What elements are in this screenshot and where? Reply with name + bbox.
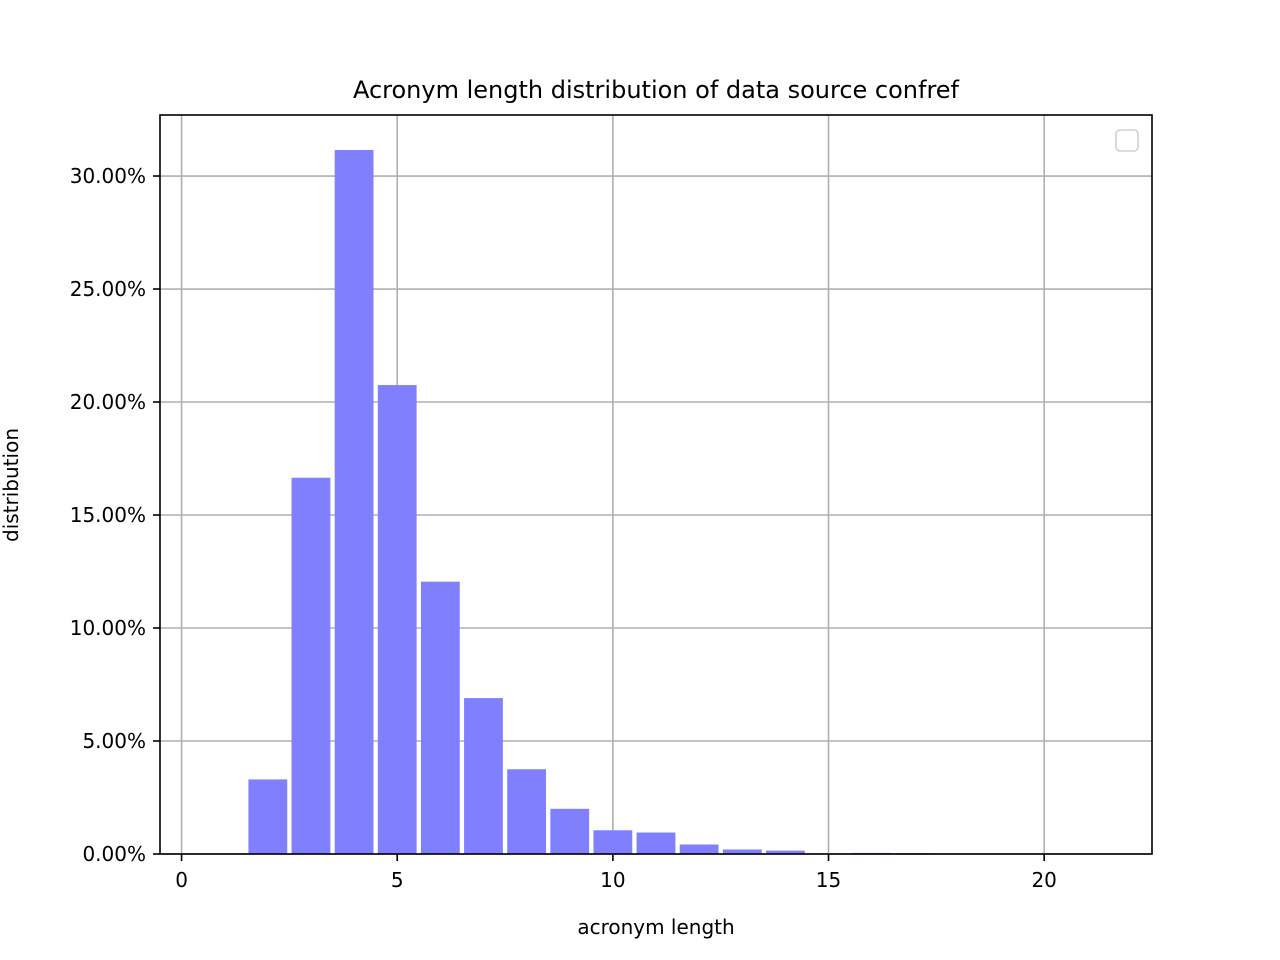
plot-frame (159, 114, 1153, 855)
y-tick-label: 20.00% (70, 390, 146, 414)
bar (765, 850, 805, 854)
y-tick-label: 10.00% (70, 616, 146, 640)
bar (248, 779, 288, 854)
bar (334, 150, 374, 854)
bar (507, 769, 547, 854)
y-tick-label: 25.00% (70, 277, 146, 301)
legend-box[interactable] (1115, 129, 1139, 152)
bar (420, 581, 460, 854)
y-tick-label: 5.00% (82, 729, 146, 753)
x-tick-label: 15 (816, 868, 841, 892)
chart-title: Acronym length distribution of data sour… (353, 76, 960, 104)
y-tick-label: 30.00% (70, 164, 146, 188)
x-axis: 0 5 10 15 20 (175, 854, 1057, 892)
y-tick-label: 0.00% (82, 842, 146, 866)
bar (722, 849, 762, 854)
bar (464, 698, 503, 854)
x-tick-label: 5 (391, 868, 404, 892)
x-tick-label: 10 (600, 868, 625, 892)
bar (377, 385, 417, 854)
bar (636, 832, 676, 854)
x-tick-label: 20 (1031, 868, 1056, 892)
bar (291, 477, 331, 854)
y-tick-label: 15.00% (70, 503, 146, 527)
bar (679, 844, 719, 854)
x-axis-title: acronym length (577, 915, 734, 939)
bars (248, 150, 935, 854)
x-tick-label: 0 (175, 868, 188, 892)
bar (593, 830, 633, 854)
y-axis: 0.00% 5.00% 10.00% 15.00% 20.00% 25.00% 30.00% (70, 164, 160, 866)
y-axis-title: distribution (0, 428, 23, 542)
bar (550, 808, 590, 854)
